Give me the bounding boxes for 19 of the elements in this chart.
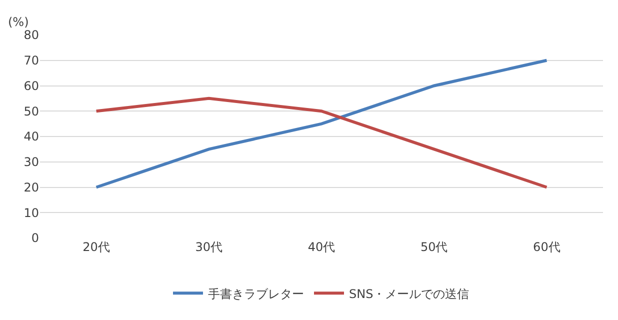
- x-tick-label: 60代: [533, 240, 560, 254]
- legend-label: SNS・メールでの送信: [349, 286, 470, 301]
- y-tick-label: 20: [24, 180, 39, 194]
- x-tick-label: 30代: [195, 240, 223, 254]
- y-tick-label: 40: [24, 130, 39, 144]
- line-series: [94, 58, 548, 189]
- x-tick-label: 50代: [420, 240, 448, 254]
- y-tick-label: 10: [24, 206, 39, 220]
- y-tick-label: 60: [24, 78, 39, 93]
- x-tick-label: 40代: [308, 240, 336, 254]
- y-tick-label: 0: [31, 231, 39, 246]
- y-tick-label: 70: [24, 54, 39, 68]
- line-series: [94, 96, 548, 189]
- y-tick-label: 80: [24, 28, 39, 42]
- y-tick-label: 30: [24, 155, 39, 170]
- y-axis-title: (%): [8, 15, 29, 29]
- x-tick-label: 20代: [82, 240, 110, 254]
- y-tick-label: 50: [24, 104, 39, 118]
- legend-label: 手書きラブレター: [208, 286, 304, 301]
